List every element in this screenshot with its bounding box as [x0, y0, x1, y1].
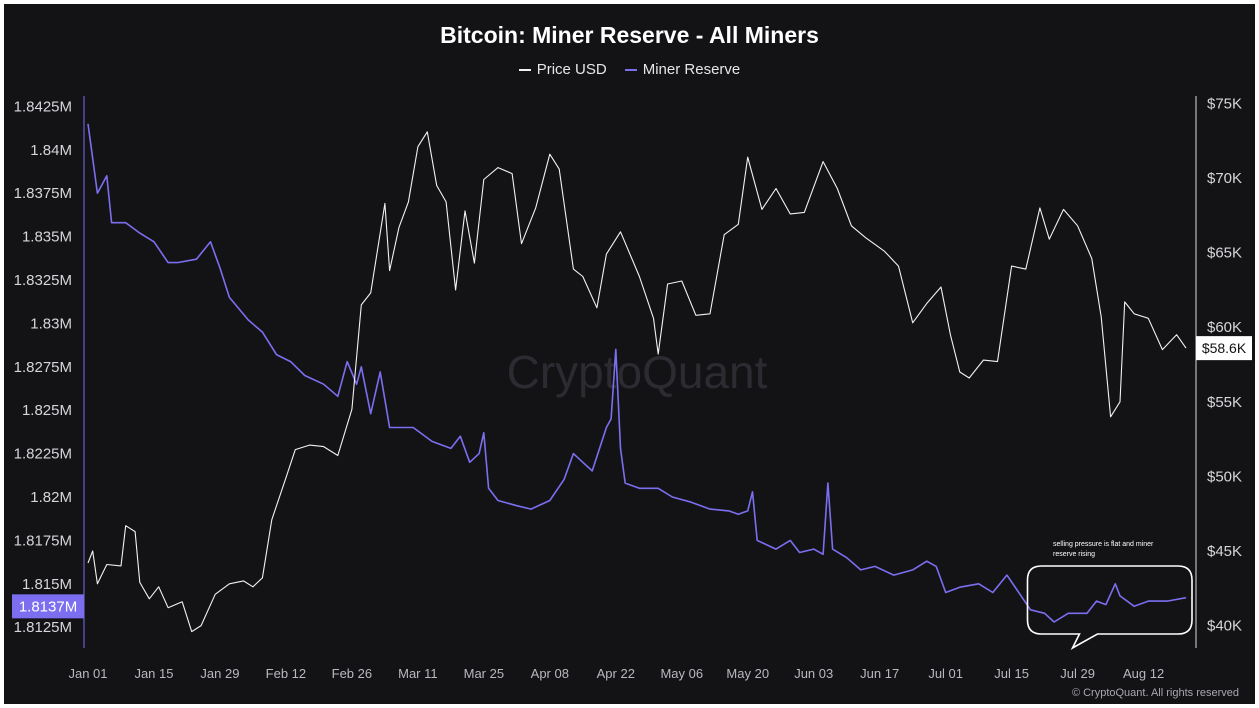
x-tick-label: Mar 25 [464, 666, 504, 681]
x-tick-label: Mar 11 [398, 666, 438, 681]
legend-swatch-price [518, 68, 531, 71]
y-right-tick-label: $45K [1207, 543, 1242, 560]
y-left-tick-label: 1.8375M [14, 185, 72, 202]
y-right-tick-label: $40K [1207, 618, 1242, 635]
y-right-tick-label: $55K [1207, 394, 1242, 411]
y-right-tick-label: $70K [1207, 170, 1242, 187]
x-tick-label: Feb 12 [266, 666, 306, 681]
annotation-text-line-1: selling pressure is flat and miner [1053, 541, 1154, 548]
y-right-current-label: $58.6K [1202, 340, 1247, 356]
x-tick-label: Aug 12 [1123, 666, 1164, 681]
x-tick-label: May 06 [660, 666, 703, 681]
y-right-tick-label: $60K [1207, 319, 1242, 336]
x-tick-label: Apr 08 [531, 666, 569, 681]
legend-label-miner-reserve: Miner Reserve [642, 61, 741, 78]
legend-label-price: Price USD [536, 61, 607, 78]
x-tick-label: Jul 29 [1060, 666, 1095, 681]
annotation-text-line-2: reserve rising [1053, 551, 1095, 558]
y-left-tick-label: 1.8125M [14, 619, 72, 636]
legend-swatch-miner-reserve [624, 68, 637, 71]
y-left-tick-label: 1.8325M [14, 272, 72, 289]
legend-item-price[interactable]: Price USD [518, 61, 607, 78]
annotation-callout [1026, 565, 1193, 650]
x-tick-label: Apr 22 [597, 666, 635, 681]
legend: Price USD Miner Reserve [4, 61, 1255, 78]
y-right-tick-label: $50K [1207, 468, 1242, 485]
y-left-tick-label: 1.825M [22, 402, 72, 419]
y-right-tick-label: $75K [1207, 95, 1242, 112]
miner-reserve-line [87, 123, 1187, 623]
price-usd-line [87, 131, 1187, 633]
chart-title: Bitcoin: Miner Reserve - All Miners [440, 22, 819, 48]
x-tick-label: Jan 29 [200, 666, 239, 681]
y-left-current-label: 1.8137M [19, 598, 77, 615]
y-left-tick-label: 1.84M [30, 142, 72, 159]
x-tick-label: Jul 01 [928, 666, 963, 681]
x-tick-label: Feb 26 [332, 666, 372, 681]
x-tick-label: Jun 03 [794, 666, 833, 681]
x-tick-label: May 20 [726, 666, 769, 681]
y-left-tick-label: 1.8275M [14, 359, 72, 376]
chart-frame: Bitcoin: Miner Reserve - All Miners Pric… [4, 4, 1255, 704]
y-right-current-badge [1196, 336, 1252, 361]
watermark-text: CryptoQuant [507, 346, 768, 398]
legend-item-miner-reserve[interactable]: Miner Reserve [624, 61, 741, 78]
x-tick-label: Jan 15 [134, 666, 173, 681]
copyright-notice: © CryptoQuant. All rights reserved [1071, 687, 1239, 699]
y-left-tick-label: 1.83M [30, 315, 72, 332]
y-left-tick-label: 1.815M [22, 576, 72, 593]
x-tick-label: Jul 15 [994, 666, 1029, 681]
y-left-tick-label: 1.8175M [14, 532, 72, 549]
y-right-tick-label: $65K [1207, 245, 1242, 262]
x-tick-label: Jun 17 [860, 666, 899, 681]
y-left-current-badge [12, 594, 84, 619]
y-left-tick-label: 1.82M [30, 489, 72, 506]
y-left-tick-label: 1.835M [22, 229, 72, 246]
y-left-tick-label: 1.8425M [14, 98, 72, 115]
x-tick-label: Jan 01 [68, 666, 107, 681]
y-left-tick-label: 1.8225M [14, 446, 72, 463]
